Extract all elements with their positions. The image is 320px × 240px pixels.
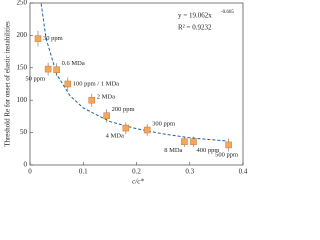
point (44, 65, 52, 73)
r-squared: R² = 0.9232 (178, 24, 212, 32)
point-label: 100 ppm / 1 MDa (73, 80, 119, 87)
point (53, 66, 60, 73)
x-tick-label: 0.2 (132, 168, 141, 176)
x-tick-label: 0 (28, 168, 32, 176)
point (88, 96, 96, 104)
x-tick-label: 0.4 (239, 168, 248, 176)
point (103, 112, 110, 120)
point-label: 500 ppm (215, 151, 238, 158)
y-axis-label: Threshold Re for onset of elastic instab… (4, 21, 12, 147)
equation-exponent: -0.665 (221, 10, 234, 15)
y-tick-label: 200 (17, 31, 28, 39)
fit-curve (40, 3, 228, 142)
point (181, 138, 188, 145)
point-label: 4 MDa (106, 133, 124, 140)
y-tick-label: 250 (17, 0, 28, 7)
chart: Threshold Re for onset of elastic instab… (4, 0, 248, 186)
y-tick-label: 50 (20, 128, 28, 136)
point (122, 124, 130, 132)
y-tick-label: 100 (17, 96, 28, 104)
point (225, 141, 232, 149)
point (64, 80, 72, 88)
point (143, 126, 151, 134)
point-label: 0.6 MDa (62, 60, 85, 67)
equation: y = 19.062x (178, 12, 212, 20)
x-axis-label: c/c* (132, 178, 144, 186)
point (34, 35, 42, 42)
point-label: 200 ppm (112, 106, 135, 113)
x-tick-label: 0.1 (79, 168, 88, 176)
point (190, 138, 197, 145)
x-tick-label: 0.3 (185, 168, 194, 176)
point-label: 30 ppm (43, 35, 63, 42)
point-label: 400 ppm (196, 147, 219, 154)
point-label: 8 MDa (164, 147, 182, 154)
y-tick-label: 150 (17, 63, 28, 71)
point-label: 300 ppm (152, 120, 175, 127)
y-tick-label: 0 (24, 161, 28, 169)
point-label: 50 ppm (25, 76, 45, 83)
point-label: 2 MDa (97, 94, 115, 101)
